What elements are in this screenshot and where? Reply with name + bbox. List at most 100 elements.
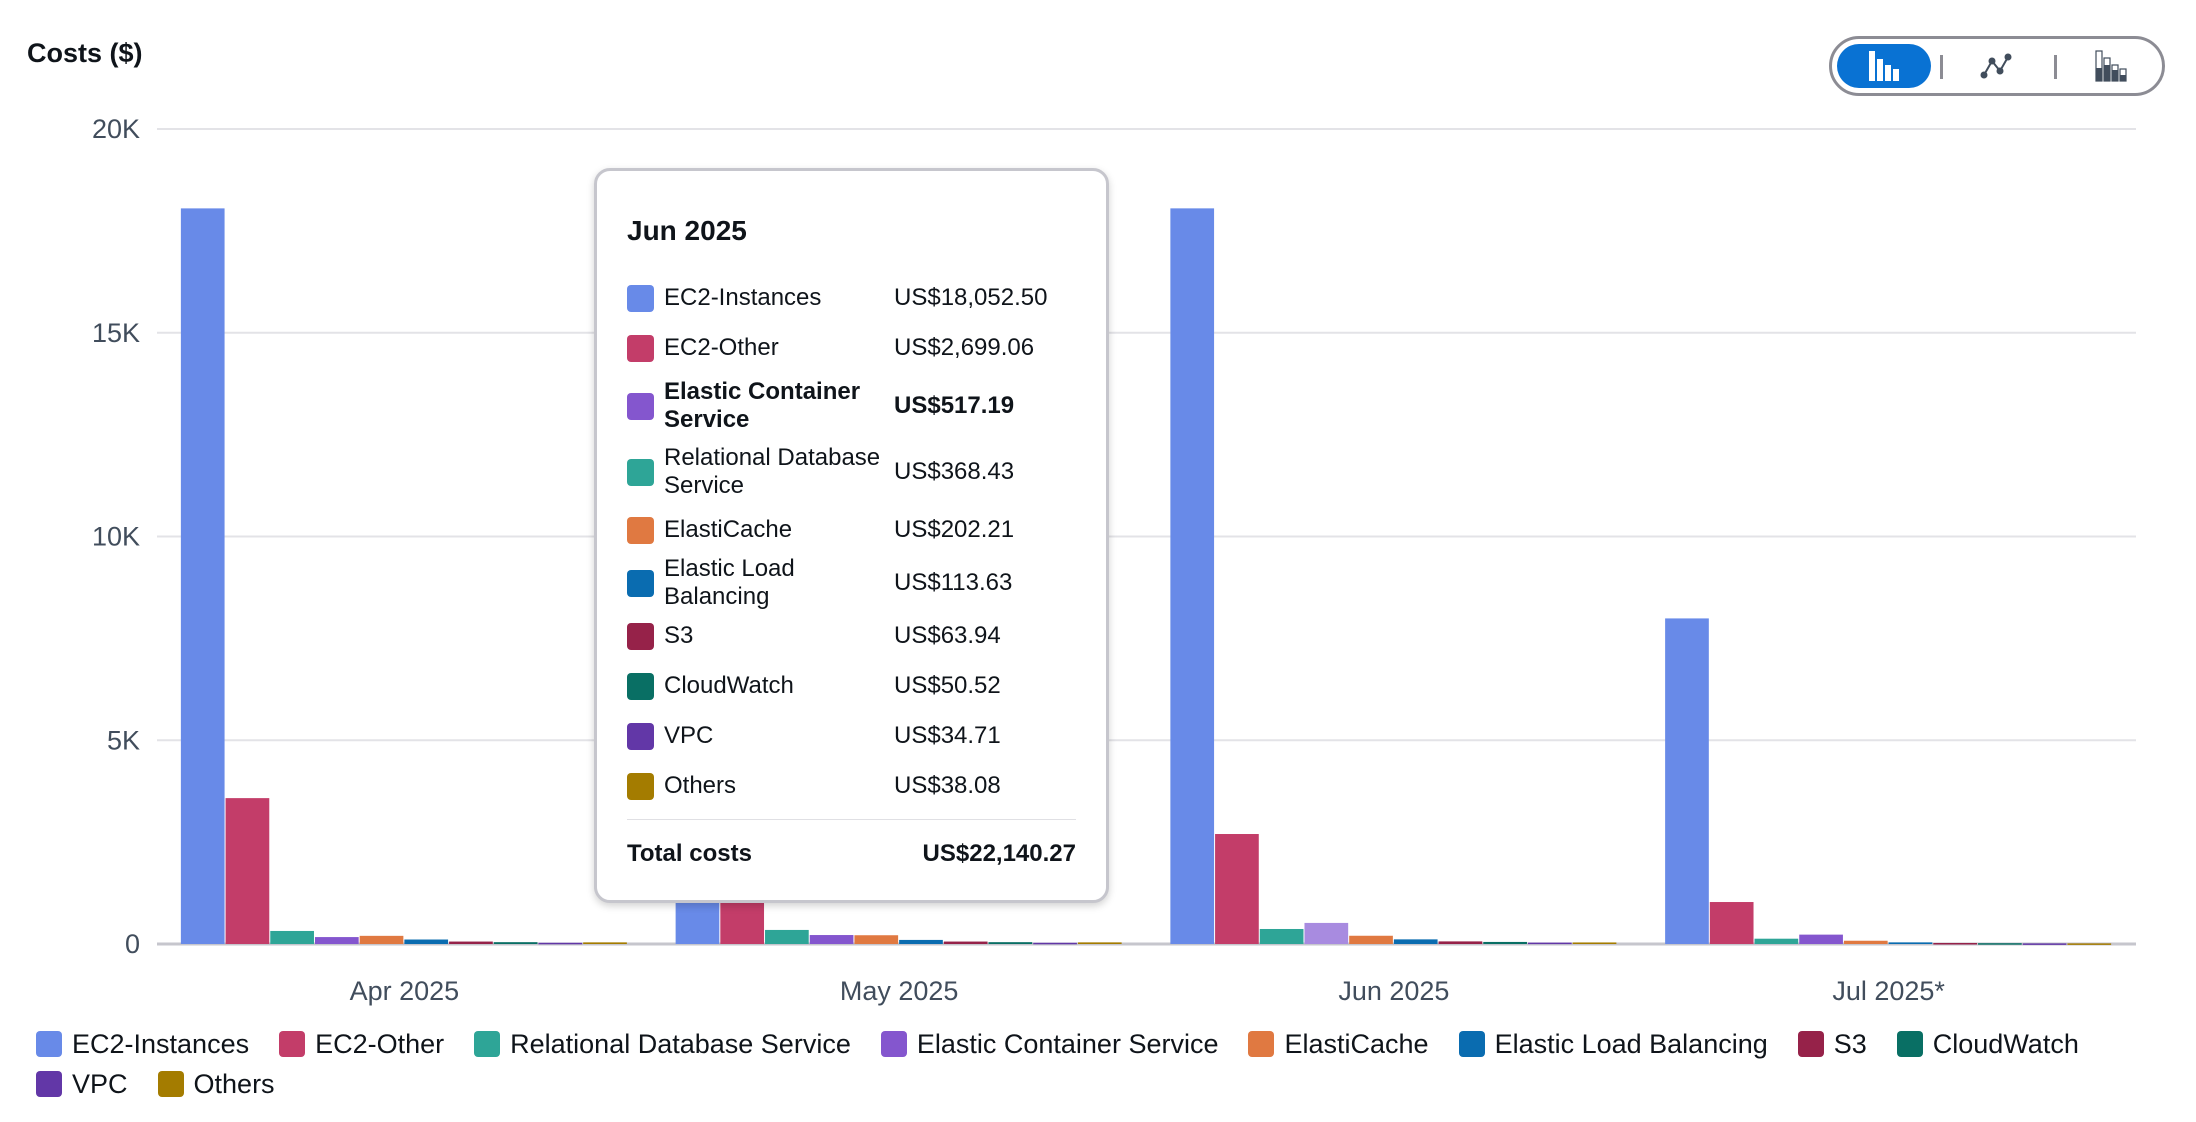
grouped-bar-chart-button[interactable] — [1837, 44, 1931, 88]
bar-elasticache — [1843, 940, 1888, 944]
tooltip-divider — [627, 819, 1076, 820]
legend-item[interactable]: Elastic Load Balancing — [1458, 1028, 1768, 1060]
bar-cloudwatch — [1483, 941, 1527, 944]
tooltip-row: ElastiCache US$202.21 — [627, 505, 1076, 555]
bar-elastic-container-service — [314, 937, 359, 944]
bar-elastic-load-balancing — [1393, 939, 1438, 944]
legend-swatch — [279, 1031, 306, 1057]
tooltip-series-value: US$517.19 — [894, 392, 1015, 419]
legend-item[interactable]: VPC — [36, 1068, 128, 1100]
tooltip-row: EC2-Other US$2,699.06 — [627, 323, 1076, 373]
chart-legend: EC2-Instances EC2-Other Relational Databas… — [36, 1028, 2186, 1100]
bar-relational-database-service — [765, 929, 809, 944]
y-tick-label: 20K — [92, 114, 140, 144]
legend-label: CloudWatch — [1932, 1028, 2079, 1059]
legend-swatch — [36, 1031, 62, 1057]
bar-relational-database-service — [270, 930, 314, 944]
legend-label: EC2-Other — [315, 1028, 445, 1059]
bar-relational-database-service — [1754, 938, 1799, 944]
bar-ec2-other — [1709, 902, 1754, 944]
tooltip-series-value: US$50.52 — [894, 672, 1001, 699]
bar-elasticache — [854, 935, 899, 944]
legend-item[interactable]: EC2-Other — [279, 1028, 444, 1060]
x-tick-label: Jun 2025 — [1338, 976, 1449, 1006]
legend-swatch — [36, 1071, 62, 1097]
tooltip-series-name: ElastiCache — [664, 516, 793, 543]
y-tick-label: 15K — [92, 318, 140, 348]
legend-label: Elastic Container Service — [916, 1028, 1219, 1059]
tooltip-series-value: US$63.94 — [894, 622, 1001, 649]
bar-ec2-instances — [1665, 618, 1709, 944]
bar-others — [2067, 943, 2112, 945]
tooltip-swatch — [627, 672, 654, 700]
tooltip-row: Elastic Container Service US$517.19 — [627, 373, 1076, 439]
tooltip-swatch — [627, 458, 654, 486]
y-tick-label: 5K — [107, 725, 140, 755]
legend-swatch — [1896, 1031, 1923, 1057]
legend-item[interactable]: S3 — [1797, 1028, 1867, 1060]
legend-label: Elastic Load Balancing — [1494, 1028, 1768, 1059]
tooltip-title: Jun 2025 — [627, 215, 747, 246]
tooltip-series-name: Elastic Container Service — [664, 378, 861, 433]
bar-ec2-instances — [180, 208, 225, 945]
legend-label: EC2-Instances — [72, 1028, 250, 1059]
tooltip-row: Elastic Load Balancing US$113.63 — [627, 555, 1076, 611]
bar-s3 — [1933, 942, 1978, 945]
legend-label: Relational Database Service — [510, 1028, 851, 1059]
tooltip-series-name: Others — [664, 772, 737, 799]
bar-elastic-load-balancing — [899, 939, 943, 944]
tooltip-swatch — [627, 392, 654, 420]
bar-vpc — [1527, 942, 1572, 945]
bar-relational-database-service — [1259, 928, 1304, 944]
tooltip-series-name: VPC — [664, 722, 714, 749]
tooltip-row: VPC US$34.71 — [627, 711, 1076, 761]
bar-others — [1077, 942, 1122, 944]
bar-elasticache — [359, 935, 404, 944]
tooltip-row: Others US$38.08 — [627, 761, 1076, 811]
bar-cloudwatch — [988, 942, 1033, 944]
bar-cloudwatch — [1978, 943, 2022, 945]
tooltip-swatch — [627, 334, 654, 362]
chart-title: Costs ($) — [27, 38, 143, 68]
tooltip-row: Relational Database Service US$368.43 — [627, 439, 1076, 505]
bar-elastic-container-service — [1304, 922, 1349, 944]
legend-swatch — [1797, 1031, 1824, 1057]
bar-cloudwatch — [493, 942, 538, 944]
tooltip-series-name: EC2-Other — [664, 334, 779, 361]
legend-swatch — [1458, 1031, 1485, 1057]
stacked-bar-chart-icon — [2095, 50, 2127, 82]
tooltip-swatch — [627, 516, 654, 544]
toggle-divider — [1940, 55, 1943, 79]
legend-item[interactable]: Relational Database Service — [474, 1028, 851, 1060]
tooltip-series-value: US$38.08 — [894, 772, 1001, 799]
line-chart-button[interactable] — [1950, 44, 2044, 88]
legend-swatch — [474, 1031, 501, 1057]
tooltip-series-value: US$202.21 — [894, 516, 1015, 543]
legend-label: VPC — [72, 1068, 128, 1099]
bar-ec2-other — [1215, 834, 1259, 944]
bar-s3 — [943, 941, 988, 944]
legend-swatch — [880, 1031, 907, 1057]
y-tick-label: 0 — [125, 929, 140, 959]
tooltip-series-name: CloudWatch — [664, 672, 794, 699]
legend-item[interactable]: Elastic Container Service — [880, 1028, 1219, 1060]
legend-item[interactable]: Others — [157, 1068, 275, 1100]
toggle-divider — [2054, 55, 2057, 79]
legend-label: ElastiCache — [1284, 1028, 1429, 1059]
y-tick-label: 10K — [92, 522, 140, 552]
total-value: US$22,140.27 — [922, 840, 1076, 867]
stacked-bar-chart-button[interactable] — [2064, 44, 2158, 88]
x-tick-label: Jul 2025* — [1832, 976, 1945, 1006]
total-label: Total costs — [627, 840, 752, 867]
bar-elastic-container-service — [1799, 934, 1843, 944]
legend-item[interactable]: CloudWatch — [1896, 1028, 2079, 1060]
tooltip-swatch — [627, 772, 654, 800]
bar-vpc — [538, 942, 583, 945]
legend-item[interactable]: EC2-Instances — [36, 1028, 249, 1060]
tooltip-swatch — [627, 722, 654, 750]
tooltip-swatch — [627, 569, 654, 597]
bar-elastic-load-balancing — [404, 939, 449, 944]
tooltip-row: EC2-Instances US$18,052.50 — [627, 273, 1076, 323]
legend-item[interactable]: ElastiCache — [1248, 1028, 1429, 1060]
bar-s3 — [1438, 941, 1483, 944]
